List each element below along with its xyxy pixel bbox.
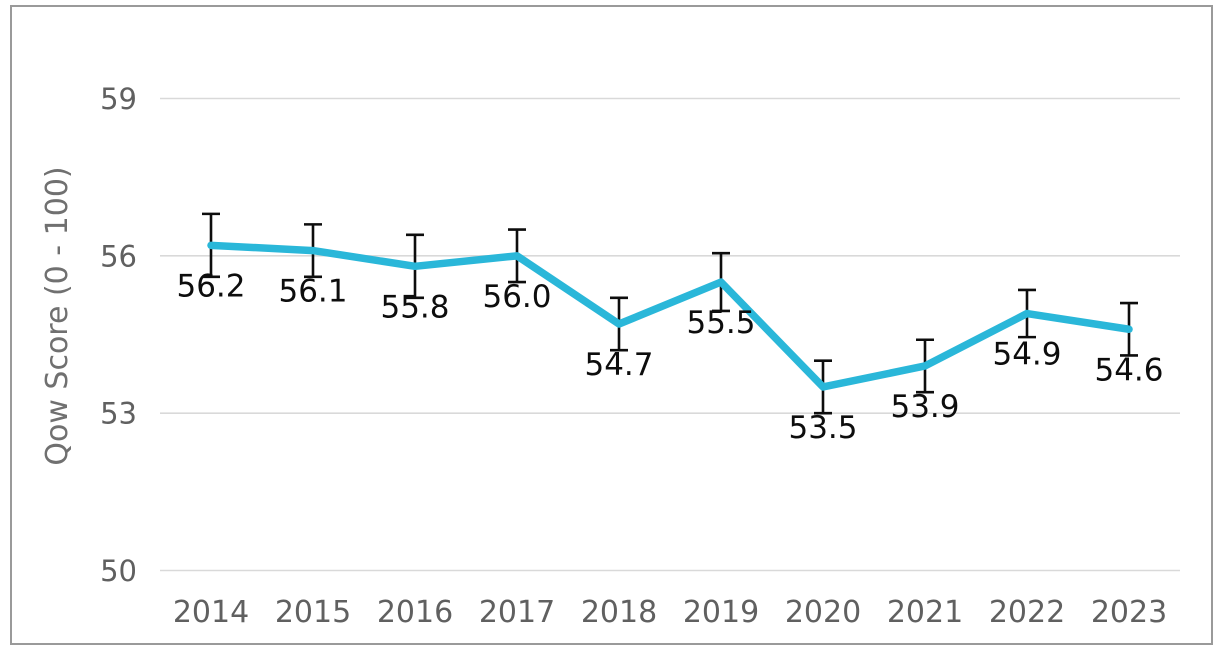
data-label-2015: 56.1 <box>278 274 347 310</box>
y-tick-label-59: 59 <box>100 82 137 116</box>
x-tick-label-2019: 2019 <box>683 595 759 630</box>
data-label-2021: 53.9 <box>890 389 959 425</box>
data-label-2019: 55.5 <box>686 305 755 341</box>
x-tick-label-2014: 2014 <box>173 595 249 630</box>
data-label-2016: 55.8 <box>380 289 449 325</box>
data-label-2022: 54.9 <box>992 337 1061 373</box>
y-tick-label-53: 53 <box>100 397 137 431</box>
qow-score-series-line <box>207 241 1133 391</box>
x-tick-label-2016: 2016 <box>377 595 453 630</box>
data-label-2023: 54.6 <box>1094 352 1163 388</box>
x-tick-label-2017: 2017 <box>479 595 555 630</box>
x-tick-label-2015: 2015 <box>275 595 351 630</box>
data-label-2014: 56.2 <box>176 268 245 304</box>
y-tick-label-56: 56 <box>100 239 137 273</box>
data-label-2018: 54.7 <box>584 347 653 383</box>
x-tick-label-2018: 2018 <box>581 595 657 630</box>
data-label-2020: 53.5 <box>788 410 857 446</box>
y-tick-label-50: 50 <box>100 554 137 588</box>
chart-frame-border <box>10 5 1213 645</box>
x-tick-label-2023: 2023 <box>1091 595 1167 630</box>
y-axis-title: Qow Score (0 - 100) <box>40 166 75 465</box>
x-tick-label-2021: 2021 <box>887 595 963 630</box>
data-label-2017: 56.0 <box>482 279 551 315</box>
x-tick-label-2022: 2022 <box>989 595 1065 630</box>
x-tick-label-2020: 2020 <box>785 595 861 630</box>
